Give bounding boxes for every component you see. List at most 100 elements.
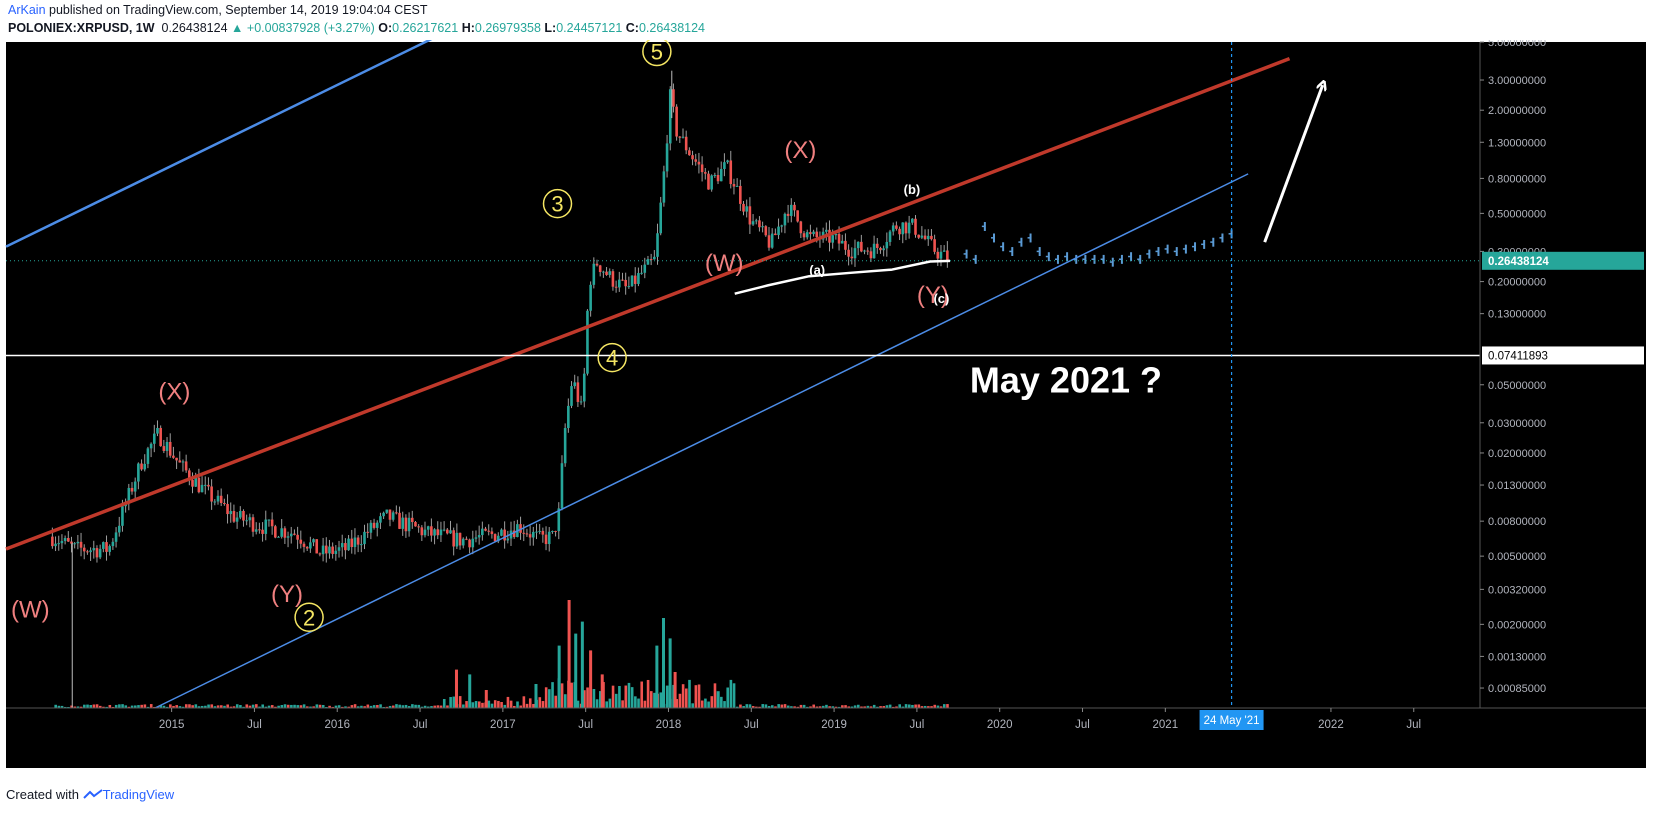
candle xyxy=(178,460,182,463)
candle xyxy=(500,529,503,536)
volume-bar xyxy=(895,706,898,708)
candle xyxy=(270,519,274,527)
volume-bar xyxy=(391,705,395,708)
volume-spike xyxy=(662,618,666,708)
volume-bar xyxy=(54,704,57,708)
candle xyxy=(63,537,67,541)
candle xyxy=(51,536,54,547)
volume-bar xyxy=(344,706,347,708)
volume-bar xyxy=(710,696,714,708)
price-tick-label: 5.00000000 xyxy=(1488,40,1546,49)
candle xyxy=(898,228,901,235)
candle xyxy=(688,150,691,156)
volume-bar xyxy=(191,705,194,708)
volume-bar xyxy=(127,706,131,708)
candle xyxy=(86,551,89,553)
wave-label: 3 xyxy=(551,192,563,217)
candle xyxy=(337,547,341,551)
volume-bar xyxy=(197,706,201,708)
candle xyxy=(54,543,57,547)
candle xyxy=(414,522,417,527)
volume-bar xyxy=(793,706,796,708)
candle xyxy=(754,220,758,222)
candle xyxy=(700,164,704,173)
candle xyxy=(404,517,408,532)
volume-bar xyxy=(592,688,596,708)
volume-bar xyxy=(563,694,567,708)
candle xyxy=(433,529,436,536)
candle xyxy=(372,522,376,528)
wave-circle xyxy=(642,40,672,67)
candle xyxy=(238,510,242,518)
volume-bar xyxy=(942,704,946,708)
candle xyxy=(353,537,357,548)
symbol-ohlc-bar: POLONIEX:XRPUSD, 1W 0.26438124 ▲ +0.0083… xyxy=(8,21,705,35)
candle xyxy=(723,162,726,169)
volume-bar xyxy=(261,704,265,708)
volume-bar xyxy=(707,701,710,708)
volume-spike xyxy=(484,690,488,708)
volume-bar xyxy=(130,705,134,708)
volume-bar xyxy=(837,706,841,708)
volume-bar xyxy=(841,705,844,708)
volume-bar xyxy=(204,705,207,708)
volume-bar xyxy=(169,704,172,708)
upper-channel-line xyxy=(5,40,433,248)
volume-bar xyxy=(471,702,475,708)
volume-spike xyxy=(668,638,672,708)
candle xyxy=(681,136,685,138)
volume-bar xyxy=(270,705,274,708)
volume-bar xyxy=(783,704,787,708)
volume-bar xyxy=(207,704,210,708)
candle xyxy=(417,526,420,528)
volume-bar xyxy=(548,689,551,708)
candle xyxy=(882,248,885,251)
candle xyxy=(229,511,233,515)
volume-bar xyxy=(570,682,573,708)
candle xyxy=(184,461,188,471)
candle xyxy=(860,241,863,252)
candle xyxy=(461,538,465,546)
volume-bar xyxy=(828,706,831,708)
volume-bar xyxy=(500,701,503,708)
candle xyxy=(385,509,389,513)
volume-bar xyxy=(181,706,185,708)
volume-bar xyxy=(477,701,481,708)
volume-bar xyxy=(777,704,780,708)
volume-bar xyxy=(742,706,745,708)
time-axis[interactable]: 2015 Jul 2016 Jul 2017 Jul 2018 Jul 2019 Jul 2020 J… xyxy=(6,707,1646,768)
volume-bar xyxy=(401,705,405,708)
wave-circle xyxy=(294,602,324,633)
volume-bar xyxy=(771,705,774,708)
last-price-badge xyxy=(1482,251,1644,270)
candle xyxy=(729,160,733,185)
volume-bar xyxy=(739,704,742,708)
candle xyxy=(477,535,481,538)
candle xyxy=(286,536,290,538)
candle xyxy=(796,210,799,222)
price-chart[interactable]: 5 3 4 2 (X) (W) (Y) (X) (W) (Y) (b) (a) (c) May 2021 … xyxy=(0,40,1653,772)
candle xyxy=(254,529,258,532)
volume-bar xyxy=(726,687,730,708)
volume-spike xyxy=(557,645,561,708)
candle xyxy=(541,530,545,535)
candle xyxy=(210,486,213,502)
candle xyxy=(140,463,143,470)
candle xyxy=(430,526,433,536)
volume-bar xyxy=(497,700,500,708)
volume-bar xyxy=(933,704,937,708)
volume-bar xyxy=(105,706,108,708)
candle xyxy=(455,532,459,547)
price-axis[interactable]: 5.00000000 3.00000000 2.00000000 1.30000000… xyxy=(1479,40,1646,708)
author-link[interactable]: ArKain xyxy=(8,3,46,17)
candle xyxy=(299,539,303,544)
volume-bar xyxy=(583,690,586,708)
volume-bar xyxy=(544,687,548,708)
volume-bar xyxy=(423,705,427,708)
candle xyxy=(188,470,191,481)
price-tick-label: 0.00320000 xyxy=(1488,584,1546,596)
volume-bar xyxy=(299,705,303,708)
tradingview-brand[interactable]: TradingView xyxy=(102,787,175,802)
candle xyxy=(809,232,812,235)
volume-spike xyxy=(600,674,604,708)
